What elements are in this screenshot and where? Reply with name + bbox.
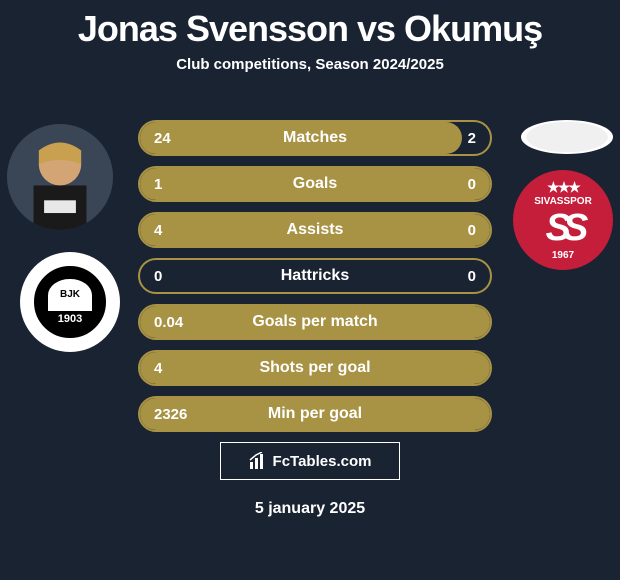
- stat-label: Goals: [210, 175, 420, 193]
- player-photo-placeholder-right: [521, 120, 613, 154]
- site-logo[interactable]: FcTables.com: [220, 442, 400, 480]
- sivas-ss-icon: SS: [534, 207, 592, 250]
- stat-value-right: 0: [420, 268, 490, 285]
- page-subtitle: Club competitions, Season 2024/2025: [0, 56, 620, 73]
- stat-value-right: 0: [420, 222, 490, 239]
- sivas-badge-icon: ★★★ SIVASSPOR SS 1967: [534, 179, 592, 261]
- stat-value-left: 4: [140, 222, 210, 239]
- stat-value-left: 0.04: [140, 314, 210, 331]
- stat-row: 0Hattricks0: [138, 258, 492, 294]
- date-label: 5 january 2025: [0, 500, 620, 518]
- stats-table: 24Matches21Goals04Assists00Hattricks00.0…: [138, 120, 492, 442]
- stat-label: Goals per match: [210, 313, 420, 331]
- stat-value-left: 0: [140, 268, 210, 285]
- stat-row: 0.04Goals per match: [138, 304, 492, 340]
- stat-label: Shots per goal: [210, 359, 420, 377]
- stat-label: Matches: [210, 129, 420, 147]
- player-right-club-badge: ★★★ SIVASSPOR SS 1967: [513, 170, 613, 270]
- stat-row: 24Matches2: [138, 120, 492, 156]
- stat-label: Hattricks: [210, 267, 420, 285]
- stat-value-right: 0: [420, 176, 490, 193]
- stat-value-left: 24: [140, 130, 210, 147]
- stat-row: 1Goals0: [138, 166, 492, 202]
- stat-label: Min per goal: [210, 405, 420, 423]
- chart-icon: [249, 452, 267, 470]
- stat-value-left: 4: [140, 360, 210, 377]
- stat-row: 4Shots per goal: [138, 350, 492, 386]
- sivas-stars-icon: ★★★: [534, 179, 592, 196]
- bjk-badge-letters: BJK: [48, 279, 91, 311]
- bjk-badge-year: 1903: [58, 313, 82, 325]
- site-logo-text: FcTables.com: [273, 453, 372, 470]
- player-right-avatar: [521, 120, 613, 154]
- stat-value-left: 1: [140, 176, 210, 193]
- stat-label: Assists: [210, 221, 420, 239]
- stat-row: 2326Min per goal: [138, 396, 492, 432]
- stat-row: 4Assists0: [138, 212, 492, 248]
- player-left-avatar: [7, 124, 113, 230]
- sivas-badge-year: 1967: [534, 250, 592, 261]
- player-photo-placeholder: [7, 124, 113, 230]
- stat-value-left: 2326: [140, 406, 210, 423]
- page-title: Jonas Svensson vs Okumuş: [0, 0, 620, 50]
- player-left-club-badge: BJK 1903: [20, 252, 120, 352]
- sivas-badge-name: SIVASSPOR: [534, 196, 592, 207]
- bjk-badge-icon: BJK 1903: [30, 262, 110, 342]
- stat-value-right: 2: [420, 130, 490, 147]
